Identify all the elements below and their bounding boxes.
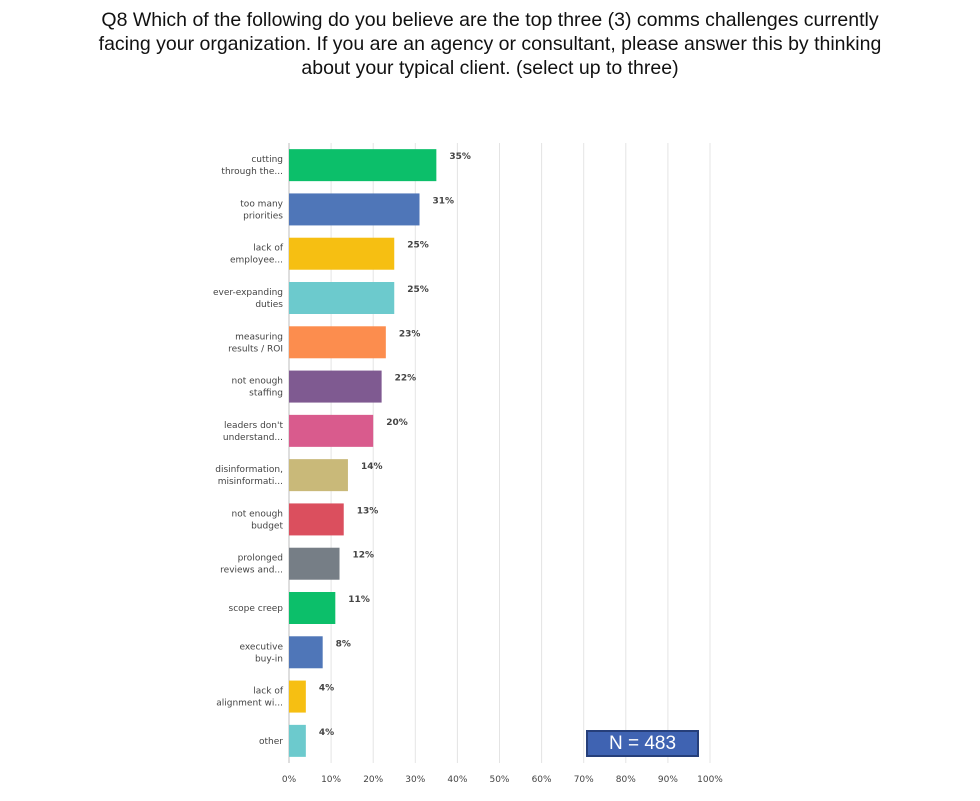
value-label: 31% [433, 196, 455, 206]
value-label: 12% [353, 551, 375, 561]
x-tick-label: 10% [321, 775, 341, 785]
value-labels: 35% 31% 25% 25% 23% 22% 20% 14% 13% 12% 11% 8% 4% 4% [319, 152, 471, 738]
bar [289, 592, 336, 624]
title-line-1: Q8 Which of the following do you believe… [101, 9, 879, 31]
bar [289, 724, 306, 757]
chart-title: Q8 Which of the following do you believe… [20, 8, 960, 80]
value-label: 14% [361, 462, 383, 472]
category-label: ever-expanding duties [213, 288, 283, 310]
bar [289, 326, 386, 359]
bar [289, 193, 420, 226]
x-tick-label: 90% [658, 775, 678, 785]
bar [289, 414, 374, 447]
category-label: cutting through the... [221, 155, 283, 177]
bar [289, 237, 395, 270]
category-label: too many priorities [240, 199, 283, 221]
category-label: disinformation, misinformati... [215, 465, 283, 487]
bar [289, 149, 437, 182]
bar [289, 547, 340, 580]
value-label: 11% [348, 595, 370, 605]
value-label: 23% [399, 329, 421, 339]
category-label: not enough budget [232, 509, 284, 531]
category-label: prolonged reviews and... [220, 554, 283, 576]
x-tick-label: 20% [363, 775, 383, 785]
x-axis-ticks: 0% 10% 20% 30% 40% 50% 60% 70% 80% 90% 100% [282, 775, 723, 785]
bars [289, 149, 437, 757]
value-label: 25% [407, 285, 429, 295]
x-tick-label: 60% [532, 775, 552, 785]
category-label: leaders don't understand... [223, 421, 284, 443]
bar [289, 680, 306, 713]
x-tick-label: 0% [282, 775, 297, 785]
x-tick-label: 40% [447, 775, 467, 785]
sample-size-badge: N = 483 [586, 730, 699, 757]
bar [289, 636, 323, 669]
category-label: lack of alignment wi... [216, 687, 284, 709]
category-label: scope creep [229, 604, 284, 614]
title-line-2: facing your organization. If you are an … [98, 33, 882, 55]
bar [289, 503, 344, 536]
category-labels: cutting through the... too many priorities l… [213, 155, 284, 747]
value-label: 35% [449, 152, 471, 162]
x-tick-label: 70% [574, 775, 594, 785]
title-line-3: about your typical client. (select up to… [301, 57, 679, 79]
value-label: 4% [319, 728, 334, 738]
x-tick-label: 100% [697, 775, 723, 785]
value-label: 20% [386, 418, 408, 428]
bar [289, 282, 395, 314]
x-tick-label: 30% [405, 775, 425, 785]
gridlines [288, 143, 711, 763]
value-label: 25% [407, 241, 429, 251]
category-label: other [259, 737, 283, 747]
value-label: 22% [395, 374, 417, 384]
category-label: measuring results / ROI [228, 332, 283, 354]
value-label: 8% [336, 639, 351, 649]
category-label: lack of employee... [230, 244, 284, 266]
x-tick-label: 50% [489, 775, 509, 785]
category-label: not enough staffing [232, 377, 283, 399]
bar [289, 370, 382, 403]
value-label: 4% [319, 684, 334, 694]
category-label: executive buy-in [239, 642, 283, 664]
bar [289, 459, 348, 492]
value-label: 13% [357, 506, 379, 516]
x-tick-label: 80% [616, 775, 636, 785]
